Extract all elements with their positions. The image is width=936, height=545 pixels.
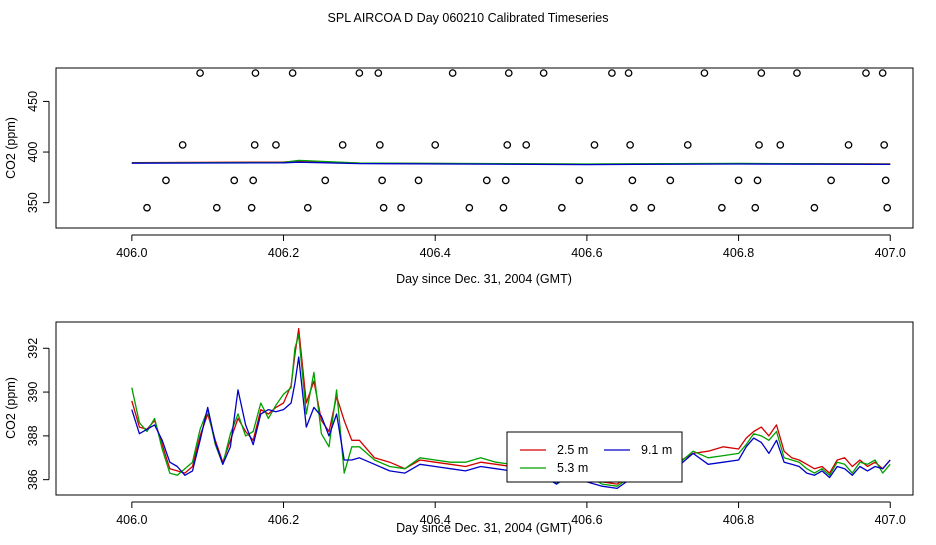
top-y-tick-label: 350 — [26, 192, 40, 213]
calibration-point — [250, 141, 259, 149]
calibration-point — [827, 176, 835, 185]
calibration-point — [880, 141, 889, 149]
calibration-point — [751, 203, 760, 212]
calibration-point — [862, 69, 870, 77]
calibration-point — [881, 176, 890, 185]
calibration-point — [666, 176, 675, 185]
top-x-tick-label: 406.8 — [723, 246, 754, 260]
calibration-point — [355, 69, 364, 77]
calibration-point — [143, 203, 151, 212]
top-x-tick-label: 406.4 — [420, 246, 451, 260]
calibration-point — [379, 203, 388, 212]
top-y-axis-label: CO2 (ppm) — [4, 117, 18, 179]
calibration-point — [590, 141, 599, 149]
bottom-plot-frame — [55, 321, 914, 496]
calibration-point — [626, 141, 634, 149]
bottom-panel: Day since Dec. 31, 2004 (GMT) CO2 (ppm) … — [4, 321, 914, 535]
calibration-point — [624, 69, 633, 77]
calibration-point — [465, 203, 474, 212]
calibration-point — [522, 141, 531, 149]
calibration-point — [630, 203, 638, 212]
calibration-point — [251, 69, 260, 77]
calibration-point — [883, 203, 892, 212]
calibration-point — [683, 141, 692, 149]
bottom-plot-marks: 406.0 406.2 406.4 406.6 406.8 407.0 386 388 390 3… — [26, 327, 906, 527]
legend-label-9-1-m: 9.1 m — [641, 443, 672, 457]
top-series-line-2 — [131, 161, 891, 166]
calibration-point — [503, 141, 512, 149]
calibration-point — [878, 69, 887, 77]
calibration-point — [272, 141, 280, 149]
calibration-point — [230, 176, 239, 185]
calibration-point — [397, 203, 405, 212]
calibration-point — [793, 69, 801, 77]
calibration-point — [247, 203, 256, 212]
top-plot-marks: 406.0 406.2 406.4 406.6 406.8 407.0 350 400 450 — [26, 69, 906, 260]
top-x-tick-label: 406.2 — [268, 246, 299, 260]
top-x-tick-label: 406.6 — [571, 246, 602, 260]
top-x-tick-label: 406.0 — [116, 246, 147, 260]
legend-label-5-3-m: 5.3 m — [557, 461, 588, 475]
calibration-point — [178, 141, 187, 149]
top-x-axis-label: Day since Dec. 31, 2004 (GMT) — [396, 272, 572, 286]
calibration-point — [718, 203, 726, 212]
calibration-point — [196, 69, 204, 77]
calibration-point — [844, 141, 853, 149]
calibration-point — [303, 203, 312, 212]
bottom-x-tick-label: 406.8 — [723, 513, 754, 527]
calibration-point — [575, 176, 584, 185]
calibration-point — [374, 69, 383, 77]
bottom-y-axis-label: CO2 (ppm) — [4, 377, 18, 439]
calibration-point — [482, 176, 491, 185]
calibration-point — [212, 203, 221, 212]
calibration-point — [501, 176, 510, 185]
bottom-y-tick-label: 386 — [26, 469, 40, 490]
calibration-point — [755, 141, 763, 149]
calibration-point — [448, 69, 457, 77]
calibration-point — [321, 176, 330, 185]
top-y-tick-label: 450 — [26, 91, 40, 112]
calibration-point — [753, 176, 762, 185]
bottom-series-line-0 — [131, 327, 891, 485]
calibration-point — [734, 176, 743, 185]
bottom-x-tick-label: 406.0 — [116, 513, 147, 527]
bottom-x-tick-label: 406.6 — [571, 513, 602, 527]
calibration-point — [504, 69, 513, 77]
calibration-point — [431, 141, 440, 149]
calibration-point — [338, 141, 347, 149]
calibration-point — [375, 141, 384, 149]
top-plot-frame — [55, 67, 914, 229]
calibration-point — [539, 69, 548, 77]
bottom-y-tick-label: 390 — [26, 382, 40, 403]
chart-title: SPL AIRCOA D Day 060210 Calibrated Times… — [328, 11, 609, 25]
bottom-x-tick-label: 406.4 — [420, 513, 451, 527]
calibration-point — [288, 69, 297, 77]
calibration-point — [810, 203, 819, 212]
bottom-series-line-2 — [131, 356, 891, 490]
calibration-point — [628, 176, 637, 185]
top-y-tick-label: 400 — [26, 142, 40, 163]
bottom-x-axis-label: Day since Dec. 31, 2004 (GMT) — [396, 521, 572, 535]
legend: 2.5 m 5.3 m 9.1 m — [506, 431, 683, 483]
calibration-point — [608, 69, 616, 77]
calibration-point — [558, 203, 566, 212]
calibration-point — [700, 69, 709, 77]
calibration-point — [249, 176, 258, 185]
calibration-point — [647, 203, 656, 212]
calibration-point — [414, 176, 423, 185]
bottom-y-tick-label: 392 — [26, 338, 40, 359]
bottom-x-tick-label: 407.0 — [875, 513, 906, 527]
calibration-point — [776, 141, 785, 149]
calibration-point — [757, 69, 766, 77]
calibration-point — [499, 203, 508, 212]
top-panel: Day since Dec. 31, 2004 (GMT) CO2 (ppm) … — [4, 67, 914, 286]
bottom-y-tick-label: 388 — [26, 425, 40, 446]
legend-box — [506, 431, 683, 483]
bottom-x-tick-label: 406.2 — [268, 513, 299, 527]
calibration-point — [378, 176, 386, 185]
top-x-tick-label: 407.0 — [875, 246, 906, 260]
calibration-point — [162, 176, 170, 185]
legend-label-2-5-m: 2.5 m — [557, 443, 588, 457]
